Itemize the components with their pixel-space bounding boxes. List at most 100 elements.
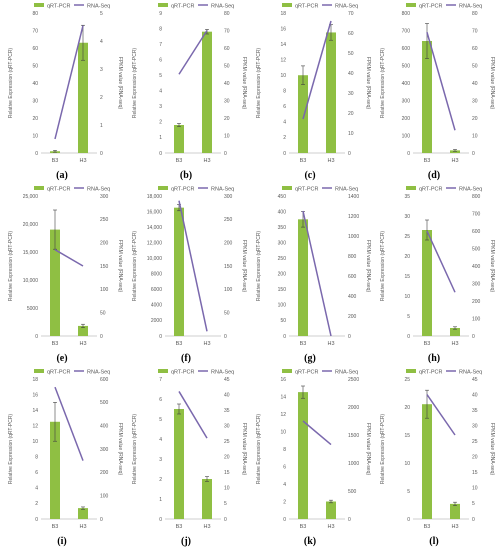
y-tick-label: 5 — [407, 489, 410, 495]
bar-qrt-h3 — [202, 31, 212, 154]
y-tick-label: 14 — [32, 408, 38, 414]
y-tick-label: 2 — [159, 120, 162, 126]
category-label: H3 — [327, 341, 334, 347]
chart-panel: qRT-PCR RNA-Seq 0 2 4 6 8 10 12 14 16 18 0 100 200 300 4… — [0, 366, 124, 549]
bar-qrt-b3 — [422, 41, 432, 153]
rna-seq-line — [54, 25, 84, 140]
panel-caption: (h) — [427, 353, 441, 364]
error-bar — [301, 385, 305, 399]
category-label: H3 — [79, 341, 86, 347]
y2-tick-label: 1200 — [348, 214, 359, 220]
legend-label-rna: RNA-Seq — [335, 4, 358, 10]
y-tick-label: 4 — [283, 120, 286, 126]
y2-tick-label: 800 — [472, 194, 481, 200]
y-tick-label: 600 — [402, 46, 411, 52]
y2-tick-label: 3 — [100, 67, 103, 73]
y-tick-label: 10 — [32, 439, 38, 445]
y2-tick-label: 5 — [100, 11, 103, 17]
y-tick-label: 40 — [32, 81, 38, 87]
error-bar — [453, 501, 457, 506]
y-tick-label: 7 — [159, 377, 162, 383]
category-label: B3 — [52, 524, 59, 530]
y-tick-label: 60 — [32, 46, 38, 52]
y-tick-label: 18,000 — [147, 194, 163, 200]
legend-label-qrt: qRT-PCR — [47, 370, 70, 376]
chart-svg: qRT-PCR RNA-Seq 0 50 100 150 200 250 300 350 400 45… — [256, 186, 371, 347]
legend-label-rna: RNA-Seq — [459, 4, 482, 10]
legend-label-qrt: qRT-PCR — [171, 370, 194, 376]
y-axis-label: Relative Expression (qRT-PCR) — [380, 48, 386, 119]
category-label: B3 — [424, 158, 431, 164]
y-tick-label: 6000 — [151, 287, 162, 293]
error-bar — [53, 402, 57, 442]
y2-tick-label: 600 — [348, 274, 357, 280]
rna-seq-line — [302, 210, 332, 337]
bar-qrt-b3 — [422, 230, 432, 336]
y2-tick-label: 100 — [100, 287, 109, 293]
bar-qrt-b3 — [50, 421, 60, 519]
y2-axis-label: FPKM value (RNA-seq) — [117, 57, 123, 110]
rna-seq-line — [178, 200, 208, 332]
y-tick-label: 4000 — [151, 303, 162, 309]
chart-panel: qRT-PCR RNA-Seq 0 5 10 15 20 25 30 35 0 100 200 300 40… — [372, 183, 496, 366]
category-label: H3 — [203, 341, 210, 347]
y-tick-label: 14 — [280, 394, 286, 400]
y-tick-label: 16 — [280, 26, 286, 32]
error-bar — [53, 209, 57, 250]
y2-tick-label: 1000 — [348, 461, 359, 467]
error-bar — [177, 403, 181, 415]
y2-tick-label: 10 — [348, 131, 354, 137]
y-tick-label: 7 — [159, 42, 162, 48]
y-axis-label: Relative Expression (qRT-PCR) — [380, 231, 386, 302]
y2-axis-label: FPKM value (RNA-seq) — [117, 240, 123, 293]
panel-caption: (l) — [429, 536, 439, 547]
y2-tick-label: 0 — [100, 334, 103, 340]
y-tick-label: 80 — [32, 11, 38, 17]
y-tick-label: 500 — [402, 63, 411, 69]
y2-tick-label: 0 — [348, 151, 351, 157]
error-bar — [205, 476, 209, 482]
y-tick-label: 25,000 — [23, 194, 39, 200]
y-tick-label: 10 — [280, 73, 286, 79]
y2-tick-label: 80 — [472, 11, 478, 17]
legend-label-qrt: qRT-PCR — [47, 187, 70, 193]
y2-tick-label: 200 — [472, 299, 481, 305]
y-tick-label: 100 — [402, 133, 411, 139]
y2-axis-label: FPKM value (RNA-seq) — [365, 240, 371, 293]
y-tick-label: 10 — [404, 294, 410, 300]
error-bar — [177, 123, 181, 127]
chart-panel: qRT-PCR RNA-Seq 0 50 100 150 200 250 300 350 400 45… — [248, 183, 372, 366]
y-tick-label: 2000 — [151, 318, 162, 324]
y-tick-label: 25 — [404, 377, 410, 383]
y-tick-label: 50 — [280, 318, 286, 324]
y2-axis-label: FPKM value (RNA-seq) — [117, 423, 123, 476]
y-tick-label: 12,000 — [147, 240, 163, 246]
y-tick-label: 5000 — [27, 306, 38, 312]
y2-tick-label: 50 — [472, 63, 478, 69]
y-tick-label: 0 — [407, 334, 410, 340]
y2-tick-label: 30 — [472, 98, 478, 104]
y-tick-label: 350 — [278, 225, 287, 231]
y-tick-label: 10,000 — [147, 256, 163, 262]
y-tick-label: 16 — [32, 392, 38, 398]
y-tick-label: 5 — [159, 73, 162, 79]
legend-label-qrt: qRT-PCR — [171, 187, 194, 193]
rna-seq-line — [54, 249, 84, 267]
y-tick-label: 8 — [283, 89, 286, 95]
y-tick-label: 9 — [159, 11, 162, 17]
legend-label-qrt: qRT-PCR — [171, 4, 194, 10]
y-tick-label: 4 — [283, 482, 286, 488]
y2-tick-label: 200 — [224, 240, 233, 246]
y2-axis-label: FPKM value (RNA-seq) — [489, 240, 495, 293]
y2-tick-label: 150 — [100, 264, 109, 270]
y2-tick-label: 50 — [224, 310, 230, 316]
y-axis-label: Relative Expression (qRT-PCR) — [8, 414, 14, 485]
y2-tick-label: 0 — [224, 334, 227, 340]
chart-panel: qRT-PCR RNA-Seq 0 2000 4000 6000 8000 10,000 12,… — [124, 183, 248, 366]
y2-tick-label: 80 — [224, 11, 230, 17]
y2-tick-label: 300 — [100, 194, 109, 200]
y-tick-label: 18 — [32, 377, 38, 383]
y2-tick-label: 100 — [100, 493, 109, 499]
y2-axis-label: FPKM value (RNA-seq) — [241, 423, 247, 476]
category-label: B3 — [300, 524, 307, 530]
